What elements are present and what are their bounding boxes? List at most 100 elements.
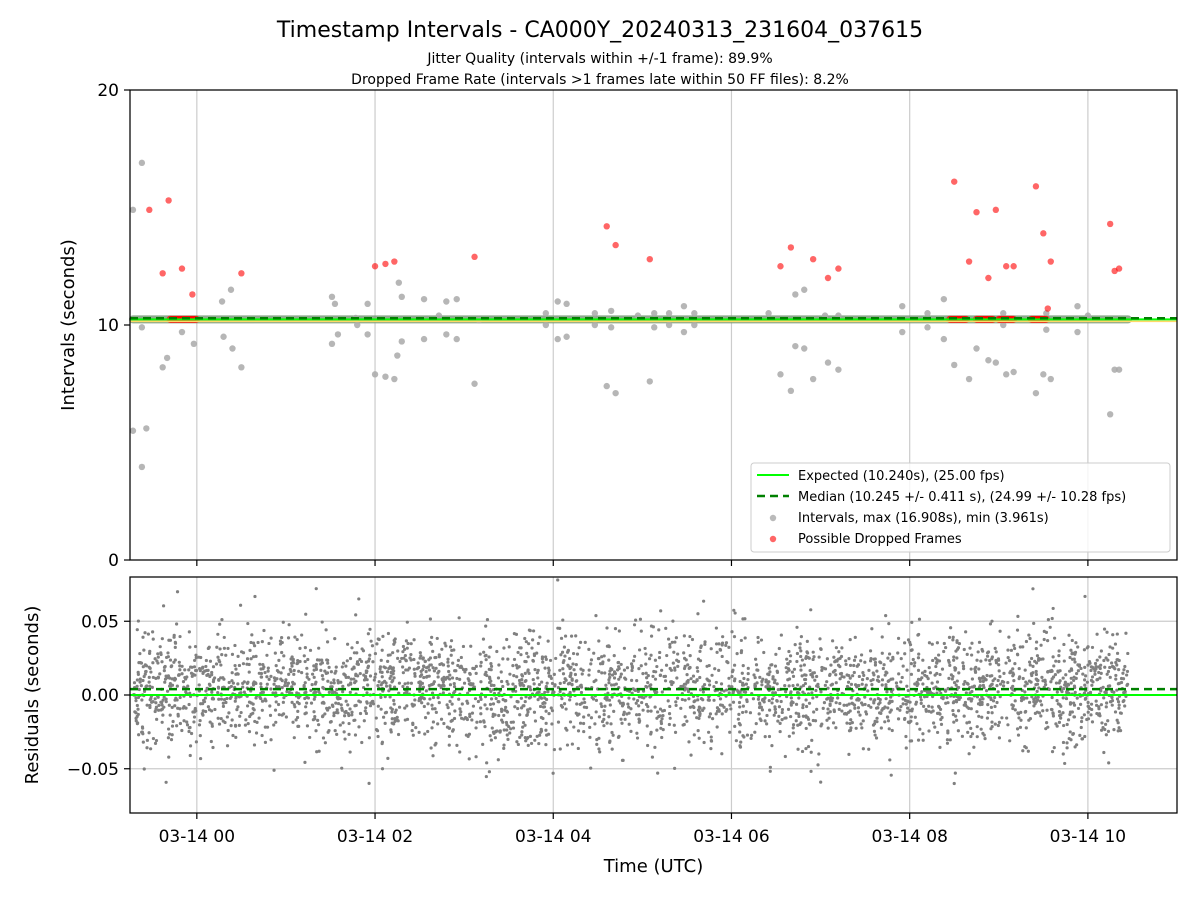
residual-point [791, 726, 795, 730]
residual-point [951, 635, 955, 639]
residual-point [1013, 708, 1017, 712]
residual-point [587, 713, 591, 717]
interval-point [143, 425, 150, 432]
residual-point [151, 700, 155, 704]
residual-point [868, 649, 873, 653]
residual-point [1082, 713, 1086, 717]
residual-point [942, 649, 946, 654]
residual-point [794, 711, 798, 715]
residual-point [441, 683, 445, 687]
residual-point [148, 703, 152, 708]
residual-point [514, 689, 518, 693]
residual-point [470, 683, 474, 687]
interval-point [395, 279, 403, 286]
residual-point [852, 658, 857, 662]
residual-point [233, 663, 237, 668]
residual-point [389, 670, 393, 675]
residual-point [483, 725, 487, 729]
residual-point [621, 758, 625, 763]
residual-point [178, 721, 183, 726]
residual-point [381, 715, 386, 719]
residual-point [757, 712, 761, 716]
residual-point [908, 708, 912, 713]
residual-point [919, 698, 923, 702]
residual-point [1057, 720, 1062, 724]
residual-point [630, 678, 634, 682]
residual-point [955, 679, 959, 683]
residual-point [683, 698, 687, 702]
residual-point [946, 687, 950, 691]
residual-point [329, 670, 333, 674]
residual-point [631, 659, 636, 663]
residual-point [975, 725, 979, 729]
residual-point [235, 707, 239, 712]
residual-point [698, 649, 702, 653]
residual-point [182, 719, 186, 723]
residual-point [520, 681, 524, 685]
residual-point [805, 651, 810, 655]
residual-point [1072, 715, 1077, 719]
residual-point [741, 710, 745, 715]
residual-point [715, 650, 719, 654]
residual-point [484, 774, 488, 779]
residual-point [1024, 639, 1029, 644]
residual-point [1094, 664, 1098, 669]
residual-point [948, 738, 952, 742]
residual-point [866, 689, 870, 693]
residual-point [855, 664, 859, 668]
residual-point [697, 736, 701, 740]
residual-point [851, 674, 855, 678]
residual-point [142, 689, 147, 694]
residual-point [280, 636, 284, 640]
residual-point [619, 662, 623, 667]
residual-point [376, 637, 380, 641]
interval-point [691, 321, 698, 329]
residual-point [505, 733, 509, 737]
residual-point [804, 698, 808, 702]
residual-point [502, 746, 506, 750]
residual-point [422, 675, 426, 680]
residual-point [329, 681, 333, 685]
residual-point [1049, 680, 1053, 684]
residual-point [304, 612, 308, 616]
residual-point [722, 705, 726, 709]
dropped-frame-point [973, 209, 980, 216]
residual-point [801, 703, 805, 707]
residual-point [646, 709, 650, 713]
residual-point [906, 706, 910, 710]
residual-point [1089, 665, 1093, 669]
residual-point [949, 626, 953, 630]
residual-point [679, 684, 683, 689]
residual-point [696, 657, 701, 661]
residual-point [880, 635, 884, 639]
residual-point [312, 668, 316, 672]
residual-point [759, 638, 764, 642]
residual-point [662, 708, 666, 713]
residual-point [597, 669, 601, 673]
residual-point [853, 706, 857, 710]
residual-point [238, 714, 242, 718]
residual-point [901, 697, 905, 701]
residual-point [951, 712, 956, 717]
residual-point [980, 676, 984, 680]
residual-point [222, 677, 226, 681]
residual-point [550, 681, 555, 686]
residual-point [1090, 683, 1094, 687]
residual-point [587, 668, 591, 672]
residual-point [812, 655, 816, 659]
residual-point [231, 733, 235, 738]
residual-point [1017, 716, 1021, 720]
residual-point [495, 649, 499, 654]
residual-point [1077, 664, 1082, 668]
residual-point [707, 715, 711, 719]
residual-point [993, 677, 997, 681]
residual-point [760, 683, 764, 687]
residual-point [787, 668, 791, 672]
residual-point [1029, 680, 1033, 684]
residual-point [634, 618, 638, 622]
residual-point [610, 673, 615, 677]
residual-point [245, 681, 249, 685]
residual-point [1064, 696, 1069, 701]
residual-point [978, 701, 982, 705]
residual-point [537, 741, 541, 746]
